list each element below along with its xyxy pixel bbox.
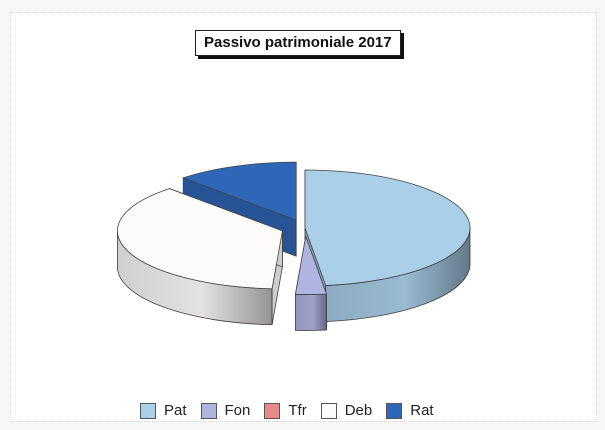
legend-item-tfr: Tfr [264,402,307,419]
legend-swatch [200,402,217,419]
legend-swatch [386,402,403,419]
legend-label: Tfr [288,402,307,419]
chart-area [10,12,597,422]
legend-label: Deb [344,402,373,419]
legend-item-deb: Deb [320,402,373,419]
pie-slice-fon [294,234,327,331]
legend-item-fon: Fon [200,402,251,419]
chart-title: Passivo patrimoniale 2017 [195,30,401,56]
legend-label: Fon [224,402,251,419]
legend-label: Pat [164,402,187,419]
pie-slice-pat [304,169,471,322]
chart-legend: Pat Fon Tfr Deb Rat [140,402,448,419]
legend-label: Rat [410,402,434,419]
pie-slice-deb [117,188,283,326]
legend-item-pat: Pat [140,402,187,419]
legend-swatch [320,402,337,419]
legend-swatch [140,402,156,419]
legend-swatch [264,402,281,419]
legend-item-rat: Rat [386,402,434,419]
